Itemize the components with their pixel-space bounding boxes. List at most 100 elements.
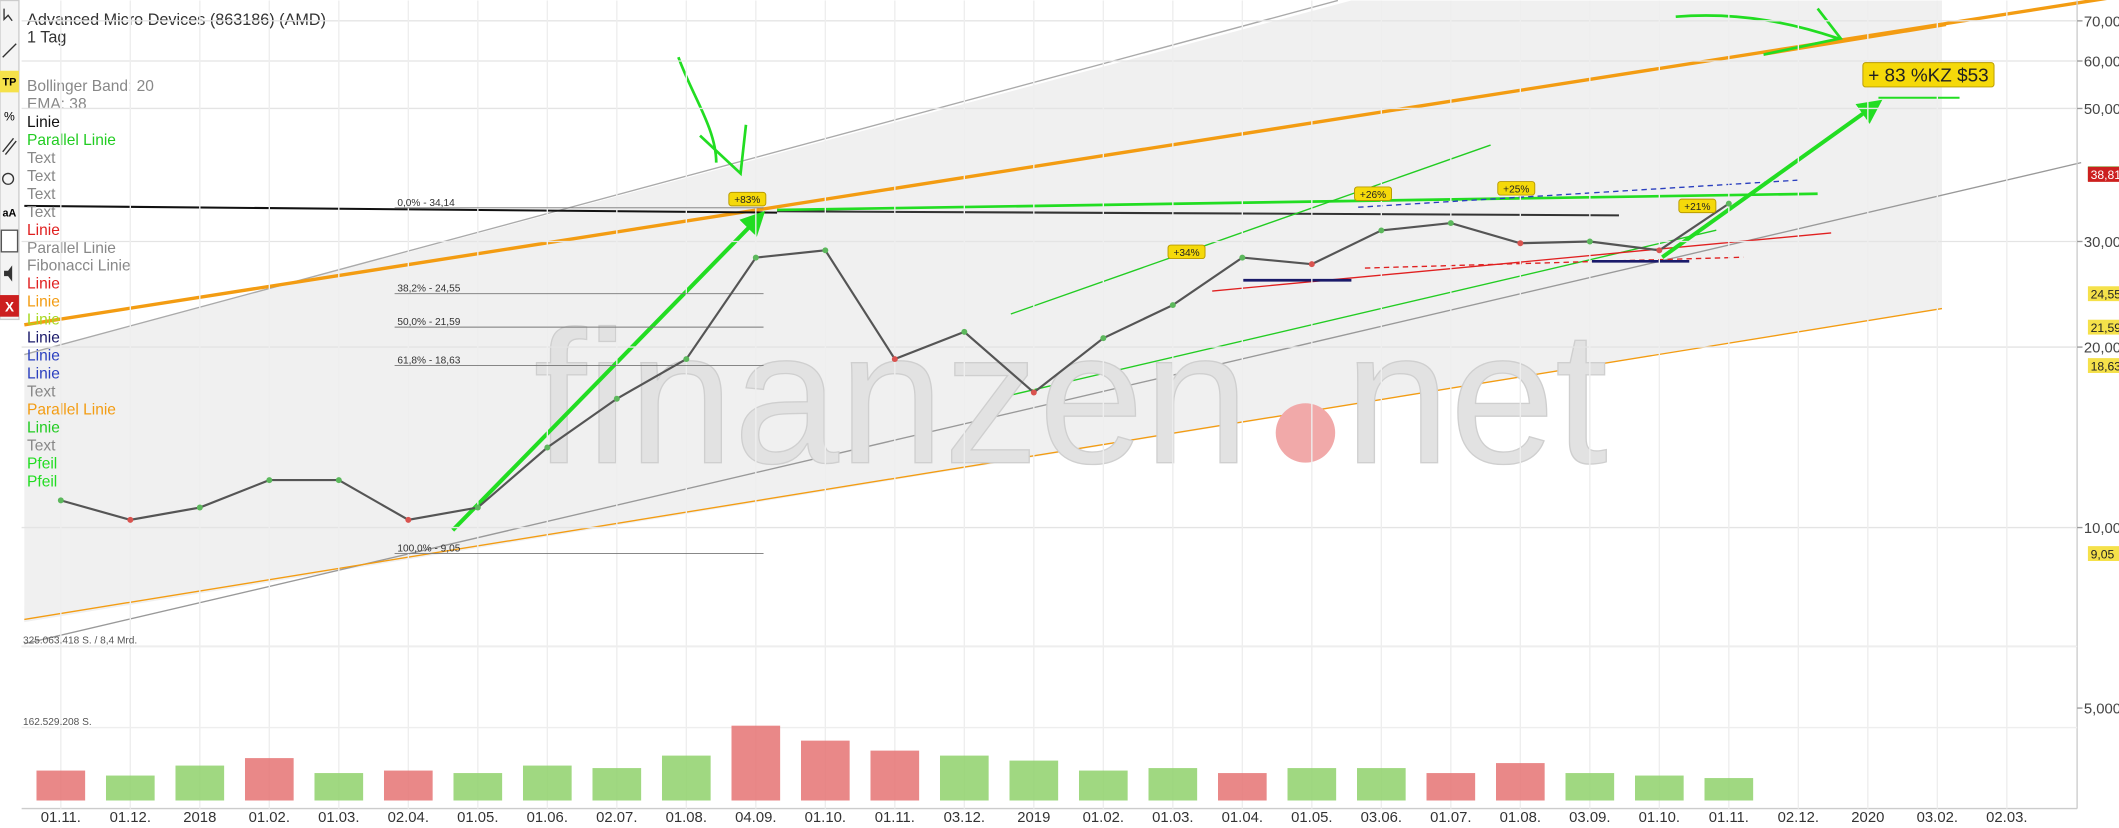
- y-tick-label: 70,000: [2084, 14, 2119, 30]
- volume-bar: [1009, 760, 1059, 801]
- price-marker-label: 18,63: [2091, 359, 2119, 373]
- x-tick-label: 03.06.: [1361, 810, 1402, 826]
- y-tick-label: 50,000: [2084, 102, 2119, 118]
- x-tick-label: 01.02.: [1083, 810, 1124, 826]
- price-point: [613, 395, 620, 402]
- fibonacci-label: 0,0% - 34,14: [397, 198, 455, 209]
- price-point: [1169, 302, 1176, 309]
- price-marker-label: 9,05: [2091, 547, 2115, 561]
- y-tick-label: 30,000: [2084, 235, 2119, 251]
- tool-icon[interactable]: [0, 229, 19, 253]
- tool-label[interactable]: aA: [3, 208, 17, 220]
- x-tick-label: 01.07.: [1430, 810, 1471, 826]
- price-marker-label: 24,55: [2091, 287, 2119, 301]
- tool-icon[interactable]: [2, 172, 15, 185]
- tool-icon[interactable]: [3, 8, 13, 22]
- tool-label[interactable]: TP: [3, 77, 17, 89]
- x-tick-label: 01.11.: [875, 810, 915, 826]
- volume-bar: [1078, 770, 1128, 801]
- y-tick-label: 10,000: [2084, 521, 2119, 537]
- channel-area: [24, 0, 1942, 623]
- badge: [1497, 181, 1536, 196]
- price-marker: [2087, 358, 2119, 373]
- price-point: [1239, 254, 1246, 261]
- volume-bar: [244, 758, 294, 801]
- indicator-label: Linie: [27, 330, 60, 347]
- toolbar: TP % aA X: [0, 0, 20, 321]
- price-point: [683, 356, 690, 363]
- x-tick-label: 03.12.: [944, 810, 985, 826]
- price-marker-label: 38,815: [2091, 168, 2119, 182]
- trend-line: [24, 307, 1943, 621]
- volume-bar: [800, 740, 850, 801]
- trend-line: [24, 0, 2108, 327]
- fibonacci-label: 50,0% - 21,59: [397, 317, 460, 328]
- badge-label: +83%: [734, 195, 760, 206]
- indicator-label: Text: [27, 437, 56, 454]
- badge-label: +34%: [1173, 248, 1199, 259]
- badge-label: +25%: [1503, 184, 1529, 195]
- indicator-label: Text: [27, 168, 56, 185]
- volume-bar: [939, 755, 989, 801]
- volume-bar: [453, 773, 503, 801]
- trend-line: [1358, 179, 1798, 208]
- tool-icon[interactable]: [4, 265, 13, 282]
- price-point: [196, 504, 203, 511]
- indicator-label: Linie: [27, 294, 60, 311]
- indicator-label: Linie: [27, 348, 60, 365]
- x-tick-label: 2018: [183, 810, 216, 826]
- indicator-label: Parallel Linie: [27, 132, 116, 149]
- x-tick-label: 01.05.: [1291, 810, 1332, 826]
- price-point: [335, 477, 342, 484]
- volume-bar: [522, 765, 572, 801]
- indicator-label: Linie: [27, 276, 60, 293]
- tool-tp[interactable]: [0, 70, 19, 93]
- indicator-label: Text: [27, 186, 56, 203]
- arrow: [451, 210, 766, 532]
- x-tick-label: 01.10.: [1639, 810, 1680, 826]
- price-point: [1725, 200, 1732, 207]
- price-marker-label: 21,59: [2091, 321, 2119, 335]
- price-point: [405, 516, 412, 523]
- tool-delete[interactable]: [0, 295, 19, 317]
- indicator-label: Pfeil: [27, 473, 57, 490]
- volume-bar: [383, 770, 433, 801]
- volume-tick-label: 325.063.418 S. / 8,4 Mrd.: [23, 636, 137, 647]
- price-point: [474, 504, 481, 511]
- trend-line: [777, 210, 1619, 217]
- badge: [1167, 244, 1206, 260]
- price-point: [1517, 240, 1524, 247]
- volume-bar: [1565, 773, 1615, 801]
- volume-bar: [1704, 778, 1754, 801]
- tool-label[interactable]: X: [5, 299, 14, 314]
- x-tick-label: 02.04.: [388, 810, 429, 826]
- tool-icon[interactable]: [2, 137, 17, 155]
- indicator-label: Pfeil: [27, 455, 57, 472]
- indicator-label: Text: [27, 384, 56, 401]
- volume-bar: [661, 755, 711, 801]
- y-tick-label: 60,000: [2084, 54, 2119, 70]
- indicator-label: Linie: [27, 366, 60, 383]
- x-tick-label: 01.03.: [1152, 810, 1193, 826]
- x-tick-label: 01.10.: [805, 810, 846, 826]
- indicator-label: Parallel Linie: [27, 402, 116, 419]
- tool-icon[interactable]: [2, 43, 17, 58]
- price-point: [1447, 220, 1454, 227]
- tool-label[interactable]: %: [4, 110, 15, 124]
- volume-bar: [1218, 773, 1267, 801]
- price-point: [266, 477, 273, 484]
- x-tick-label: 2019: [1017, 810, 1050, 826]
- fibonacci-label: 38,2% - 24,55: [397, 284, 460, 295]
- volume-bar: [731, 725, 781, 801]
- volume-bar: [175, 765, 225, 801]
- indicator-label: Linie: [27, 312, 60, 329]
- badge: [728, 191, 767, 207]
- price-point: [1586, 238, 1593, 245]
- watermark: finanzen: [534, 293, 1249, 504]
- indicator-label: EMA: 38: [27, 96, 87, 113]
- interval: 1 Tag: [27, 28, 66, 46]
- trend-line: [1364, 256, 1744, 269]
- y-tick-label: 20,000: [2084, 340, 2119, 356]
